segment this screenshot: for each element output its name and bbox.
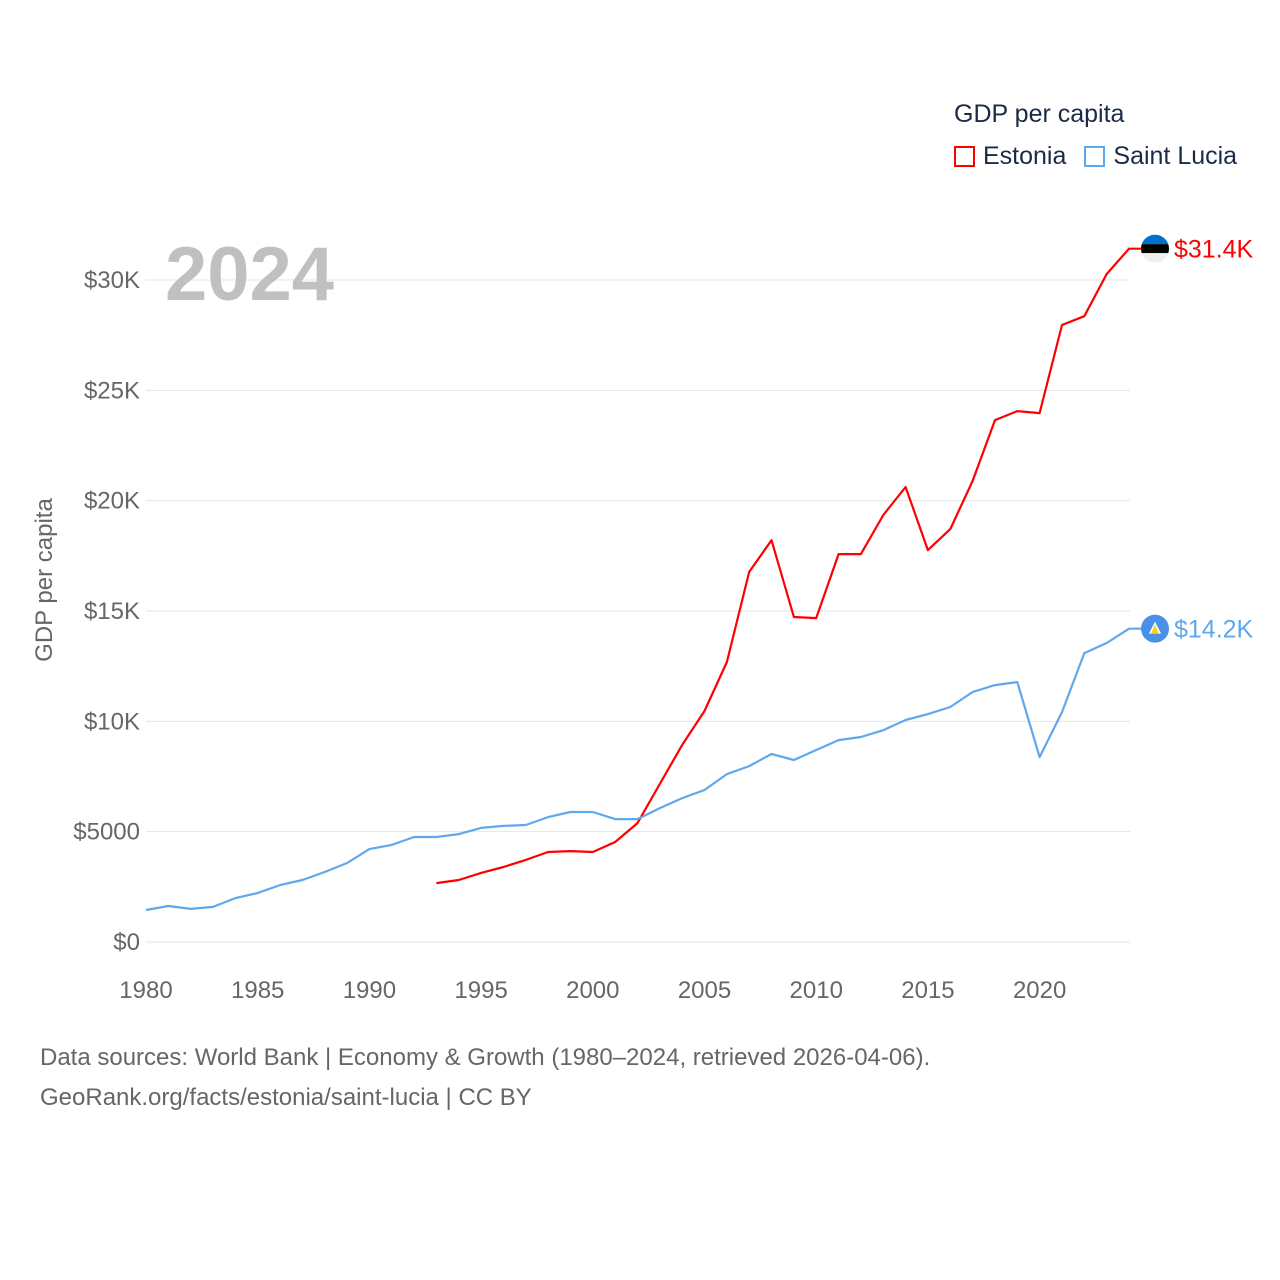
y-tick-label: $20K <box>84 488 140 515</box>
year-label: 2024 <box>165 232 334 317</box>
x-tick-label: 2000 <box>566 977 619 1004</box>
y-tick-label: $10K <box>84 708 140 735</box>
x-tick-label: 2015 <box>901 977 954 1004</box>
x-tick-label: 1985 <box>231 977 284 1004</box>
footer-link[interactable]: GeoRank.org/facts/estonia/saint-lucia | … <box>40 1084 532 1111</box>
legend-label: Estonia <box>983 142 1067 170</box>
legend-item-estonia[interactable]: Estonia <box>954 142 1066 171</box>
legend-swatch-estonia <box>954 146 975 167</box>
end-value-label: $31.4K <box>1174 236 1254 264</box>
legend-label: Saint Lucia <box>1113 142 1238 170</box>
x-tick-label: 2005 <box>678 977 731 1004</box>
x-tick-label: 1990 <box>343 977 396 1004</box>
y-axis-label: GDP per capita <box>31 498 58 662</box>
series-line-estonia <box>436 247 1142 885</box>
end-value-label: $14.2K <box>1174 616 1254 644</box>
flag-triangle-icon <box>1151 624 1159 634</box>
estonia-flag-icon <box>1141 234 1169 263</box>
legend-swatch-saint-lucia <box>1084 146 1106 167</box>
footer-sources: Data sources: World Bank | Economy & Gro… <box>40 1044 931 1071</box>
series-line-saint-lucia <box>145 627 1142 912</box>
x-tick-label: 1980 <box>119 977 172 1004</box>
y-tick-label: $30K <box>84 267 140 294</box>
legend-title: GDP per capita <box>954 100 1125 128</box>
x-tick-label: 1995 <box>454 977 507 1004</box>
y-tick-label: $15K <box>84 598 140 625</box>
y-tick-label: $25K <box>84 377 140 404</box>
x-tick-label: 2020 <box>1013 977 1066 1004</box>
y-tick-label: $0 <box>113 929 140 956</box>
y-tick-label: $5000 <box>73 819 140 846</box>
legend: Estonia Saint Lucia <box>954 142 1237 171</box>
legend-item-saint-lucia[interactable]: Saint Lucia <box>1084 142 1237 171</box>
x-tick-label: 2010 <box>790 977 843 1004</box>
